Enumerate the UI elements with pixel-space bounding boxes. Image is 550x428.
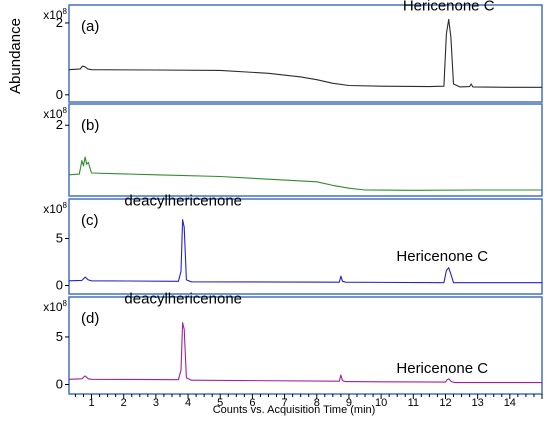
y-tick-label: 2	[56, 117, 63, 132]
x-tick-label: 14	[504, 397, 516, 409]
x-axis: 1 2 3 4 5 6 7 8 9 10 11 12 13 14	[74, 394, 543, 409]
x-tick-label: 5	[217, 397, 223, 409]
y-tick-label: 5	[56, 231, 63, 246]
x-tick-label: 12	[439, 397, 451, 409]
y-scale-exponent: 8	[63, 299, 68, 308]
y-scale-base: x10	[43, 8, 63, 22]
x-tick-label: 1	[88, 397, 94, 409]
panel-3: x108 0 5 (d) deacylhericenone Hericenone C	[43, 291, 543, 395]
trace-line	[68, 156, 542, 191]
y-tick-label: 0	[56, 278, 63, 293]
x-tick-label: 4	[185, 397, 191, 409]
y-tick-label: 0	[56, 376, 63, 391]
x-tick-label: 9	[346, 397, 352, 409]
x-tick-label: 3	[153, 397, 159, 409]
x-tick-label: 7	[282, 397, 288, 409]
panel-letter: (c)	[81, 212, 99, 229]
x-tick-label: 2	[121, 397, 127, 409]
y-scale-base: x10	[43, 202, 63, 216]
y-scale-label: x108	[43, 7, 67, 22]
y-scale-base: x10	[43, 107, 63, 121]
y-scale-exponent: 8	[63, 201, 68, 210]
y-tick-label: 5	[56, 329, 63, 344]
y-scale-label: x108	[43, 299, 67, 314]
panel-frame	[68, 296, 543, 395]
trace-line	[68, 322, 542, 384]
x-tick-label: 8	[314, 397, 320, 409]
trace-line	[68, 18, 542, 88]
y-scale-label: x108	[43, 106, 67, 121]
peak-annotation: Hericenone C	[396, 360, 488, 377]
peak-annotation: deacylhericenone	[124, 291, 242, 308]
panel-frame	[68, 103, 543, 197]
x-axis-title: Counts vs. Acquisition Time (min)	[213, 404, 376, 416]
x-tick-label: 6	[249, 397, 255, 409]
panel-letter: (b)	[81, 117, 99, 134]
y-scale-label: x108	[43, 201, 67, 216]
y-scale-exponent: 8	[63, 106, 68, 115]
x-tick-label: 13	[472, 397, 484, 409]
panel-letter: (d)	[81, 310, 99, 327]
y-scale-exponent: 8	[63, 7, 68, 16]
panel-frame	[68, 4, 543, 103]
x-tick-label: 11	[408, 397, 419, 409]
peak-annotation: Hericenone C	[403, 0, 495, 14]
y-tick-label: 0	[56, 87, 63, 102]
panel-frame	[68, 198, 543, 295]
x-tick-label: 10	[375, 397, 387, 409]
y-axis-title: Abundance	[7, 18, 24, 94]
panel-letter: (a)	[81, 18, 99, 35]
y-tick-label: 2	[56, 15, 63, 30]
trace-line	[68, 219, 542, 284]
panel-2: x108 0 5 (c) deacylhericenone Hericenone C	[43, 193, 543, 295]
panel-0: x108 0 2 (a) Hericenone C	[43, 0, 543, 103]
peak-annotation: deacylhericenone	[124, 193, 242, 210]
y-scale-base: x10	[43, 300, 63, 314]
peak-annotation: Hericenone C	[396, 248, 488, 265]
